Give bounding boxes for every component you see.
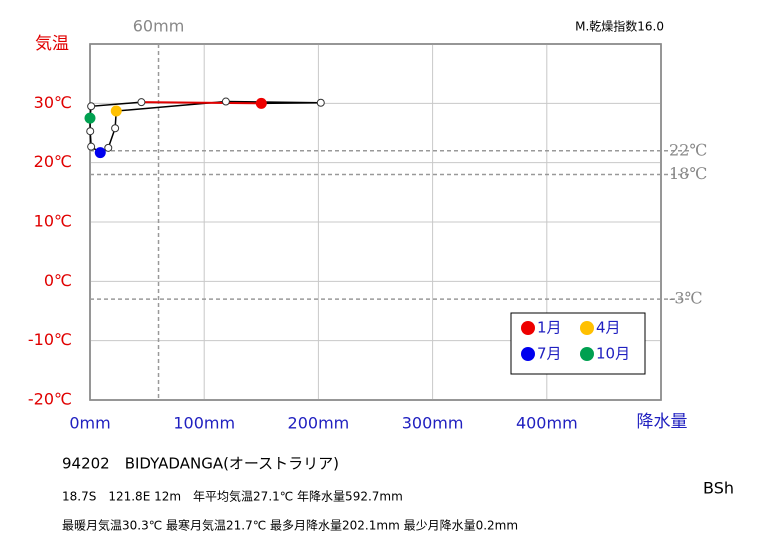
legend-swatch: [521, 321, 535, 335]
legend-label: 4月: [596, 319, 621, 337]
x-axis-label: 降水量: [637, 412, 688, 432]
legend-label: 10月: [596, 345, 630, 363]
month-point: [316, 98, 325, 107]
highlight-point: [94, 147, 106, 159]
y-tick-label: -20℃: [28, 390, 72, 409]
y-tick-label: 10℃: [34, 212, 72, 231]
info-line: 18.7S 121.8E 12m 年平均気温27.1℃ 年降水量592.7mm: [62, 489, 403, 504]
climate-class: BSh: [703, 479, 734, 498]
highlight-point: [84, 112, 96, 124]
dryness-index: M.乾燥指数16.0: [575, 19, 664, 34]
x-tick-label: 100mm: [173, 414, 235, 433]
month-point: [86, 127, 95, 136]
month-point: [87, 142, 96, 151]
month-point: [111, 124, 120, 133]
legend-label: 1月: [537, 319, 562, 337]
highlight-point: [110, 105, 122, 117]
reference-label: -3℃: [669, 289, 702, 308]
month-point: [137, 98, 146, 107]
y-tick-label: 20℃: [34, 152, 72, 171]
reference-label: 18℃: [669, 164, 707, 183]
x-tick-label: 0mm: [69, 414, 110, 433]
legend-swatch: [521, 347, 535, 361]
y-tick-label: -10℃: [28, 330, 72, 349]
reference-label: 22℃: [669, 140, 707, 159]
month-point: [104, 143, 113, 152]
x-tick-label: 400mm: [516, 414, 578, 433]
y-tick-label: 30℃: [34, 93, 72, 112]
reference-label: 60mm: [133, 17, 185, 36]
info-line: 最暖月気温30.3℃ 最寒月気温21.7℃ 最多月降水量202.1mm 最少月降…: [62, 518, 518, 533]
closing-segment: [141, 101, 262, 105]
y-axis-label: 気温: [35, 34, 69, 54]
month-point: [87, 102, 96, 111]
station-name: 94202 BIDYADANGA(オーストラリア): [62, 455, 339, 473]
x-tick-label: 200mm: [288, 414, 350, 433]
legend-label: 7月: [537, 345, 562, 363]
month-point: [221, 97, 230, 106]
legend-swatch: [580, 347, 594, 361]
x-tick-label: 300mm: [402, 414, 464, 433]
plot-border: [89, 43, 662, 401]
y-tick-label: 0℃: [44, 271, 72, 290]
legend: [510, 312, 646, 375]
highlight-point: [255, 97, 267, 109]
legend-swatch: [580, 321, 594, 335]
